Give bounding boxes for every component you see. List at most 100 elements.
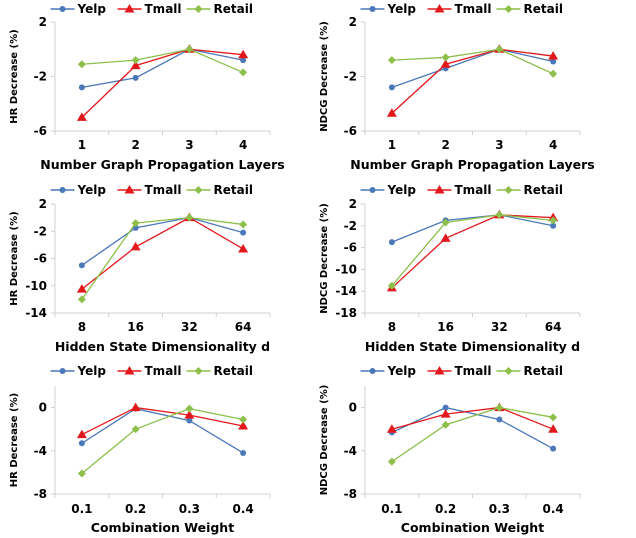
data-point-retail — [495, 403, 504, 412]
series-line-yelp — [81, 48, 244, 89]
series-line-tmall — [81, 48, 244, 118]
x-tick-label: 16 — [127, 320, 144, 334]
legend-marker-tmall — [434, 366, 445, 375]
data-point-tmall — [238, 243, 249, 253]
x-tick-label: 0.4 — [232, 502, 253, 516]
data-point-retail — [185, 404, 194, 413]
y-tick-label: -8 — [344, 487, 357, 501]
y-tick-label: -4 — [34, 444, 47, 458]
y-tick-label: -18 — [335, 306, 357, 320]
y-tick-label: 2 — [39, 15, 47, 29]
data-point-tmall — [386, 108, 397, 117]
y-tick-label: -2 — [344, 70, 357, 84]
data-point-yelp — [78, 84, 85, 91]
legend-label-retail: Retail — [524, 364, 563, 378]
series-line-retail — [81, 408, 244, 474]
legend-marker-yelp — [369, 6, 376, 12]
legend-marker-tmall — [124, 366, 135, 375]
data-point-retail — [77, 60, 86, 69]
x-axis-label: Number Graph Propagation Layers — [40, 157, 284, 172]
data-point-tmall — [386, 424, 397, 433]
data-point-retail — [77, 469, 86, 478]
x-tick-label: 0.2 — [435, 502, 456, 516]
data-point-tmall — [130, 60, 141, 70]
x-tick-label: 2 — [441, 138, 449, 152]
data-point-tmall — [130, 402, 141, 412]
series-line-retail — [81, 216, 244, 300]
y-axis-label: NDCG Decrease (%) — [319, 21, 330, 132]
y-axis-label: HR Decrease (%) — [9, 211, 20, 305]
data-point-yelp — [78, 262, 85, 269]
legend-marker-yelp — [369, 368, 376, 374]
data-point-yelp — [78, 440, 85, 447]
x-axis-label: Hidden State Dimensionality d — [365, 339, 580, 354]
legend: Yelp Tmall Retail — [360, 364, 563, 378]
legend-label-yelp: Yelp — [387, 364, 417, 378]
x-tick-label: 1 — [78, 138, 86, 152]
x-tick-label: 32 — [491, 320, 508, 334]
y-tick-label: -4 — [344, 444, 357, 458]
x-tick-label: 0.3 — [179, 502, 200, 516]
data-point-yelp — [132, 74, 139, 81]
x-tick-label: 1 — [388, 138, 396, 152]
y-tick-label: -14 — [335, 284, 357, 298]
series-line-tmall — [81, 406, 244, 436]
legend-label-tmall: Tmall — [455, 2, 492, 16]
data-point-retail — [239, 68, 248, 77]
legend-label-yelp: Yelp — [77, 183, 107, 197]
y-tick-label: -6 — [344, 241, 357, 255]
data-point-retail — [441, 53, 450, 62]
data-point-retail — [441, 420, 450, 429]
data-point-yelp — [496, 416, 503, 423]
data-point-tmall — [440, 409, 451, 418]
data-point-tmall — [440, 233, 451, 242]
legend-label-retail: Retail — [214, 183, 253, 197]
legend-marker-yelp — [59, 368, 66, 374]
series-line-retail — [391, 406, 554, 463]
data-point-tmall — [130, 241, 141, 251]
chart-panel-3: Yelp Tmall Retail 2 -2 -6 -10 -14 8 16 32 64 HR Decr… — [9, 183, 271, 354]
data-point-retail — [239, 415, 248, 424]
x-tick-label: 8 — [388, 320, 396, 334]
y-tick-label: -6 — [34, 252, 47, 266]
y-axis-label: HR Decrease (%) — [9, 393, 20, 487]
y-axis-label: NDCG Decrease (%) — [319, 385, 330, 496]
legend-label-yelp: Yelp — [77, 364, 107, 378]
legend-label-tmall: Tmall — [455, 364, 492, 378]
data-point-retail — [549, 413, 558, 422]
y-axis-label: NDCG Decrease (%) — [319, 203, 330, 314]
data-point-tmall — [76, 284, 87, 293]
legend: Yelp Tmall Retail — [50, 183, 253, 197]
x-tick-label: 0.3 — [489, 502, 510, 516]
data-point-retail — [185, 45, 194, 54]
series-line-tmall — [391, 406, 554, 430]
x-tick-label: 0.1 — [381, 502, 402, 516]
legend-marker-tmall — [124, 4, 135, 13]
legend-label-retail: Retail — [214, 364, 253, 378]
legend-label-tmall: Tmall — [145, 2, 182, 16]
y-axis-label: HR Decrease (%) — [9, 29, 20, 123]
y-tick-label: -6 — [344, 124, 357, 138]
legend-marker-yelp — [59, 6, 66, 12]
legend-marker-yelp — [369, 187, 376, 193]
series-line-yelp — [391, 406, 554, 450]
y-tick-label: -8 — [34, 487, 47, 501]
y-tick-label: 2 — [39, 197, 47, 211]
legend-label-tmall: Tmall — [145, 183, 182, 197]
legend: Yelp Tmall Retail — [360, 183, 563, 197]
x-tick-label: 64 — [235, 320, 252, 334]
legend-marker-tmall — [434, 185, 445, 194]
data-point-tmall — [184, 410, 195, 419]
data-point-yelp — [240, 449, 247, 456]
legend-label-tmall: Tmall — [455, 183, 492, 197]
legend: Yelp Tmall Retail — [50, 364, 253, 378]
legend-label-retail: Retail — [214, 2, 253, 16]
y-tick-label: -10 — [335, 262, 357, 276]
data-point-yelp — [550, 58, 557, 65]
legend-marker-retail — [504, 367, 513, 375]
legend-label-yelp: Yelp — [387, 2, 417, 16]
data-point-yelp — [388, 84, 395, 91]
data-point-yelp — [442, 404, 449, 411]
chart-panel-5: Yelp Tmall Retail 0 -4 -8 0.1 0.2 0.3 0.4 HR Decre… — [9, 364, 271, 535]
x-tick-label: 0.2 — [125, 502, 146, 516]
